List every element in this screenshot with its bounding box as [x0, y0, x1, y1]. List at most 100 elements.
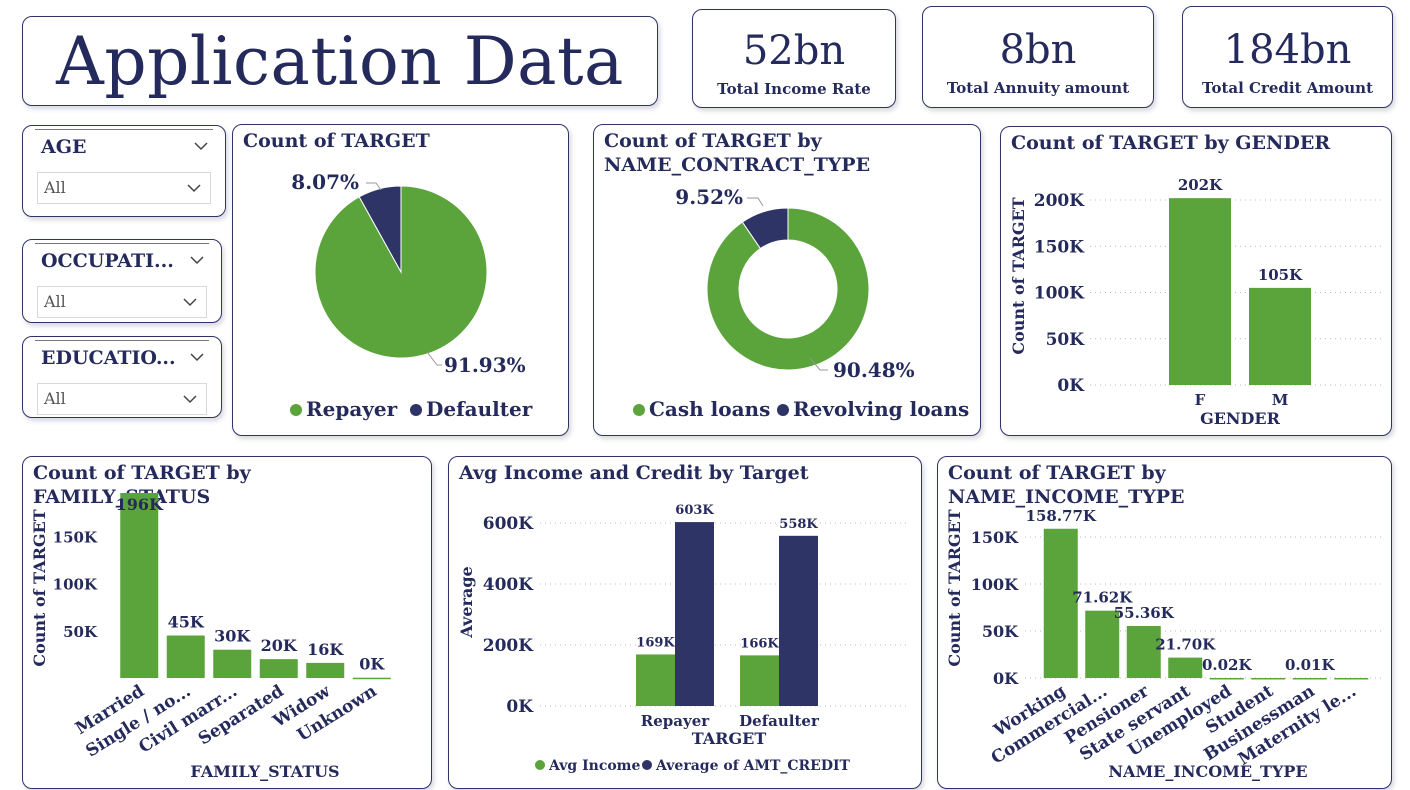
chart-title: Count of TARGET by NAME_INCOME_TYPE: [948, 462, 1185, 508]
chart-card-gender[interactable]: Count of TARGET by GENDER 0K 50K 100K 150K 2…: [1000, 126, 1392, 436]
leader-line: [809, 357, 828, 370]
bar-chart-income-credit[interactable]: 0K 200K 400K 600K 169K 603K Repayer 166K 558K Def…: [448, 456, 922, 789]
y-tick-label: 50K: [1045, 329, 1085, 349]
bar-civil-marr-: [212, 649, 251, 678]
chevron-down-icon[interactable]: [193, 138, 209, 154]
chart-card-income-credit[interactable]: Avg Income and Credit by Target 0K 200K 40…: [448, 456, 922, 789]
bar-state-servant: [1167, 657, 1202, 678]
y-tick-label: 100K: [970, 575, 1018, 594]
x-tick-label: M: [1271, 391, 1288, 409]
y-tick-label: 50K: [63, 622, 98, 640]
y-tick-label: 150K: [970, 528, 1018, 547]
page-title: Application Data: [56, 23, 624, 100]
legend-marker: [289, 403, 302, 416]
x-tick-label: Repayer: [640, 712, 709, 730]
data-label: 45K: [167, 612, 204, 631]
kpi-card-annuity[interactable]: 8bn Total Annuity amount: [922, 6, 1154, 108]
data-label: 0K: [359, 654, 385, 673]
title-card: Application Data: [22, 16, 658, 106]
slicer-age[interactable]: AGE All: [22, 125, 226, 217]
kpi-card-credit[interactable]: 184bn Total Credit Amount: [1182, 6, 1393, 108]
pie-chart-target[interactable]: 91.93% 8.07% Repayer Defaulter: [232, 124, 569, 436]
chevron-down-icon[interactable]: [186, 181, 202, 195]
donut-chart-contract-type[interactable]: 90.48% 9.52% Cash loans Revolving loans: [593, 124, 981, 436]
data-label: 603K: [675, 503, 714, 518]
legend-label: Average of AMT_CREDIT: [655, 758, 851, 774]
data-label: 169K: [636, 635, 675, 650]
legend-marker: [409, 403, 422, 416]
y-tick-label: 0K: [506, 697, 534, 717]
slicer-dropdown[interactable]: All: [37, 172, 211, 204]
bar-businessman: [1292, 677, 1327, 679]
y-tick-label: 200K: [1033, 191, 1084, 211]
x-axis-label: GENDER: [1200, 409, 1281, 428]
chart-card-contract-type[interactable]: Count of TARGET by NAME_CONTRACT_TYPE 90…: [593, 124, 981, 436]
bar-average-of-amt-credit-repayer: [674, 521, 714, 706]
data-label: 0.02K: [1201, 655, 1252, 673]
chart-card-income-type[interactable]: Count of TARGET by NAME_INCOME_TYPE 0K 50…: [937, 456, 1392, 789]
chart-title: Count of TARGET: [243, 130, 430, 152]
y-axis-label: Count of TARGET: [1009, 197, 1028, 354]
data-label: 166K: [740, 636, 779, 651]
data-label: 90.48%: [833, 358, 915, 382]
data-label: 158.77K: [1025, 506, 1096, 524]
kpi-label: Total Credit Amount: [1202, 79, 1373, 97]
slicer-title: EDUCATIO...: [41, 347, 176, 369]
kpi-card-income[interactable]: 52bn Total Income Rate: [692, 9, 896, 108]
slicer-occupation[interactable]: OCCUPATI... All: [22, 239, 222, 323]
bar-m: [1248, 287, 1311, 385]
chevron-down-icon[interactable]: [189, 252, 205, 268]
x-tick-label: Defaulter: [739, 712, 820, 730]
kpi-label: Total Income Rate: [717, 80, 871, 98]
bar-widow: [305, 662, 344, 678]
legend-label: Avg Income: [548, 758, 640, 774]
slicer-title: OCCUPATI...: [41, 250, 174, 272]
data-label: 30K: [214, 626, 251, 645]
data-label: 20K: [260, 636, 297, 655]
bar-unemployed: [1209, 677, 1244, 679]
chart-card-target[interactable]: Count of TARGET 91.93% 8.07% Repayer Defaul…: [232, 124, 569, 436]
data-label: 105K: [1257, 265, 1302, 283]
data-label: 16K: [307, 639, 344, 658]
x-axis-label: FAMILY_STATUS: [190, 762, 339, 781]
bar-unknown: [352, 677, 391, 679]
y-axis-label: Count of TARGET: [945, 509, 964, 666]
pie-slice-cash-loans: [706, 206, 869, 370]
y-axis-label: Average: [457, 566, 476, 638]
y-tick-label: 0K: [1057, 376, 1085, 396]
bar-married: [119, 492, 158, 678]
slicer-education[interactable]: EDUCATIO... All: [22, 336, 222, 418]
pie-slice-defaulter: [358, 184, 401, 274]
data-label: 8.07%: [291, 170, 359, 194]
chevron-down-icon[interactable]: [182, 392, 198, 406]
legend-label: Cash loans: [649, 397, 770, 421]
kpi-value: 184bn: [1223, 27, 1352, 73]
kpi-label: Total Annuity amount: [946, 79, 1130, 97]
chevron-down-icon[interactable]: [189, 349, 205, 365]
legend-marker: [534, 759, 545, 770]
data-label: 558K: [779, 516, 818, 531]
data-label: 202K: [1177, 176, 1222, 194]
legend-label: Revolving loans: [793, 397, 969, 421]
chart-card-family-status[interactable]: Count of TARGET by FAMILY_STATUS 50K 100K…: [22, 456, 432, 789]
data-label: 71.62K: [1072, 588, 1133, 606]
chevron-down-icon[interactable]: [182, 295, 198, 309]
leader-line: [426, 351, 442, 365]
chart-title-line: NAME_CONTRACT_TYPE: [604, 154, 871, 176]
leader-line: [746, 197, 763, 206]
legend-marker: [632, 403, 645, 416]
slicer-dropdown[interactable]: All: [37, 286, 207, 318]
slicer-dropdown[interactable]: All: [37, 383, 207, 415]
y-tick-label: 100K: [52, 575, 97, 593]
bar-chart-income-type[interactable]: 0K50K100K150K158.77KWorking71.62KCommerc…: [937, 456, 1392, 789]
slicer-value: All: [44, 178, 66, 197]
legend-marker: [776, 403, 789, 416]
bar-separated: [259, 658, 298, 678]
data-label: 55.36K: [1113, 603, 1174, 621]
y-tick-label: 150K: [52, 528, 97, 546]
bar-f: [1168, 197, 1231, 385]
bar-commercial-: [1084, 610, 1119, 678]
bar-student: [1250, 677, 1285, 679]
